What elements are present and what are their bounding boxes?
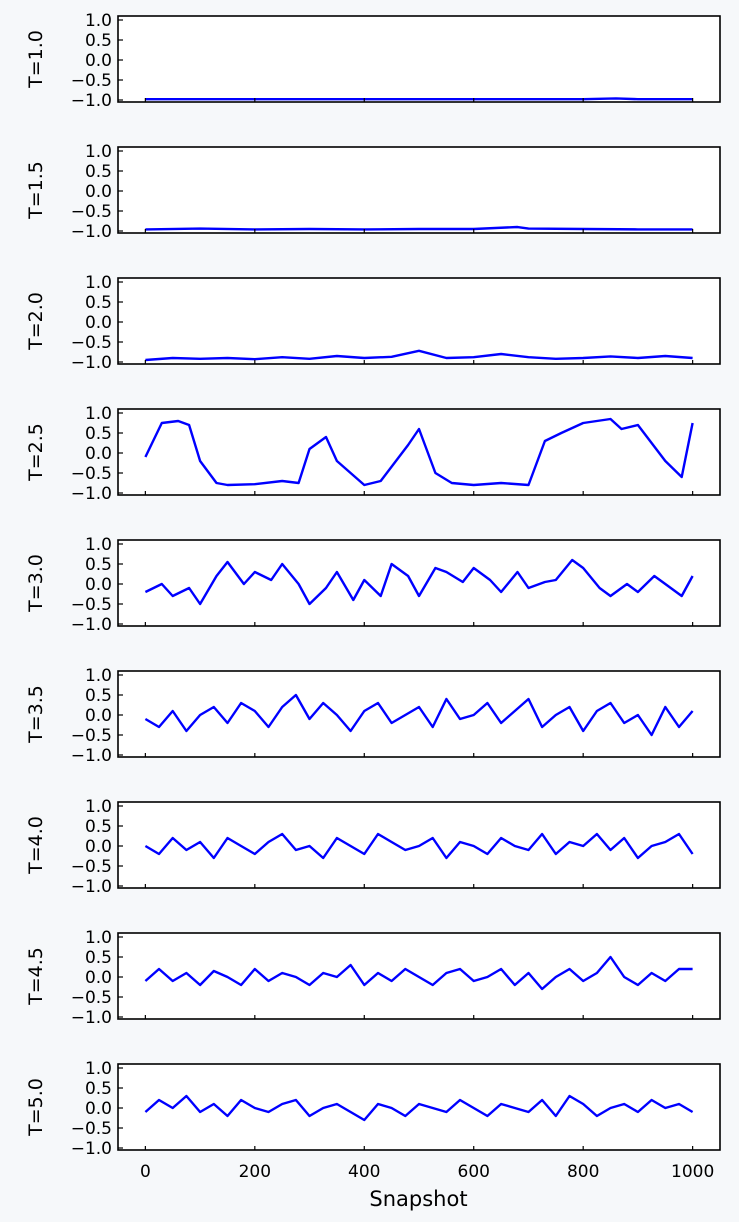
x-axis-label: Snapshot	[369, 1187, 467, 1211]
y-tick-label: −0.5	[71, 988, 112, 1008]
y-tick-label: 1.0	[85, 11, 112, 31]
y-tick-label: 0.0	[85, 182, 112, 202]
panel-label: T=3.0	[25, 554, 47, 613]
subplot-2: 1.00.50.0−0.5−1.0 T=1.5	[25, 142, 721, 242]
axes-frame	[117, 932, 721, 1020]
shared-x-axis: 0 200 400 600 800 1000	[140, 1162, 714, 1182]
x-tick-label: 200	[239, 1162, 271, 1182]
y-tick-label: −0.5	[71, 71, 112, 91]
panel-label: T=1.5	[25, 161, 47, 220]
axes-frame	[117, 146, 721, 234]
panel-label: T=4.0	[25, 816, 47, 875]
y-tick-label: 0.5	[85, 162, 112, 182]
y-tick-label: −1.0	[71, 1139, 112, 1159]
x-tick-label: 600	[458, 1162, 490, 1182]
y-tick-label: 0.5	[85, 293, 112, 313]
subplot-7: 1.00.50.0−0.5−1.0 T=4.0	[25, 797, 721, 897]
y-tick-label: −1.0	[71, 746, 112, 766]
subplot-4: 1.00.50.0−0.5−1.0 T=2.5	[25, 404, 721, 504]
series-line	[144, 955, 693, 991]
y-tick-label: 0.0	[85, 444, 112, 464]
subplot-8: 1.00.50.0−0.5−1.0 T=4.5	[25, 928, 721, 1028]
panel-label: T=2.0	[25, 292, 47, 351]
x-tick-label: 1000	[671, 1162, 714, 1182]
y-tick-label: −1.0	[71, 91, 112, 111]
series-line	[144, 832, 694, 860]
y-tick-label: 1.0	[85, 1059, 112, 1079]
series-line	[144, 1094, 694, 1122]
subplot-3: 1.00.50.0−0.5−1.0 T=2.0	[25, 273, 721, 373]
y-tick-label: 0.0	[85, 968, 112, 988]
y-tick-label: −0.5	[71, 202, 112, 222]
panel-label: T=2.5	[25, 423, 47, 482]
y-tick-label: −1.0	[71, 353, 112, 373]
subplot-6: 1.00.50.0−0.5−1.0 T=3.5	[25, 666, 721, 766]
series-line	[145, 97, 693, 101]
y-tick-label: −1.0	[71, 484, 112, 504]
y-tick-label: 1.0	[85, 142, 112, 162]
y-tick-label: −1.0	[71, 222, 112, 242]
y-tick-label: −0.5	[71, 1119, 112, 1139]
y-tick-label: −0.5	[71, 333, 112, 353]
y-tick-label: 0.0	[85, 706, 112, 726]
panel-label: T=1.0	[25, 30, 47, 89]
series-line	[144, 417, 694, 487]
y-tick-label: 1.0	[85, 797, 112, 817]
subplot-1: 1.00.50.0−0.5−1.0 T=1.0	[25, 11, 721, 111]
y-tick-label: −0.5	[71, 726, 112, 746]
y-tick-label: 0.5	[85, 948, 112, 968]
y-tick-label: 0.5	[85, 1079, 112, 1099]
axes-frame	[117, 408, 721, 496]
panel-label: T=4.5	[25, 947, 47, 1006]
x-tick-label: 800	[567, 1162, 599, 1182]
y-tick-label: −1.0	[71, 1008, 112, 1028]
panel-label: T=3.5	[25, 685, 47, 744]
y-tick-label: 0.0	[85, 51, 112, 71]
y-tick-label: 1.0	[85, 535, 112, 555]
y-tick-label: 0.5	[85, 817, 112, 837]
x-tick-label: 400	[348, 1162, 380, 1182]
axes-frame	[117, 801, 721, 889]
plot-area	[118, 409, 720, 495]
y-tick-label: 1.0	[85, 404, 112, 424]
plot-area	[118, 147, 720, 233]
y-tick-label: 0.5	[85, 31, 112, 51]
y-tick-label: 0.0	[85, 1099, 112, 1119]
y-tick-label: 0.5	[85, 686, 112, 706]
y-tick-label: −1.0	[71, 615, 112, 635]
axes-frame	[117, 277, 721, 365]
plot-area	[118, 540, 720, 626]
y-tick-label: 0.0	[85, 313, 112, 333]
y-tick-label: 0.5	[85, 555, 112, 575]
series-line	[145, 225, 693, 231]
series-line	[145, 349, 693, 362]
panel-label: T=5.0	[25, 1078, 47, 1137]
y-tick-label: −0.5	[71, 464, 112, 484]
y-tick-label: 0.5	[85, 424, 112, 444]
subplot-5: 1.00.50.0−0.5−1.0 T=3.0	[25, 535, 721, 635]
subplot-9: 1.00.50.0−0.5−1.0 T=5.0	[25, 1059, 721, 1159]
series-line	[144, 693, 694, 737]
plot-area	[118, 16, 720, 102]
axes-frame	[117, 670, 721, 758]
y-tick-label: 1.0	[85, 273, 112, 293]
x-tick-label: 0	[140, 1162, 151, 1182]
y-tick-label: 1.0	[85, 666, 112, 686]
y-tick-label: 0.0	[85, 575, 112, 595]
y-tick-label: 1.0	[85, 928, 112, 948]
y-tick-label: −0.5	[71, 857, 112, 877]
axes-frame	[117, 1063, 721, 1151]
y-tick-label: 0.0	[85, 837, 112, 857]
subplot-stack: 1.00.50.0−0.5−1.0T=1.01.00.50.0−0.5−1.0T…	[25, 11, 721, 1159]
series-line	[144, 558, 694, 606]
y-tick-label: −0.5	[71, 595, 112, 615]
y-tick-label: −1.0	[71, 877, 112, 897]
axes-frame	[117, 15, 721, 103]
plot-area	[118, 671, 720, 757]
axes-frame	[117, 539, 721, 627]
